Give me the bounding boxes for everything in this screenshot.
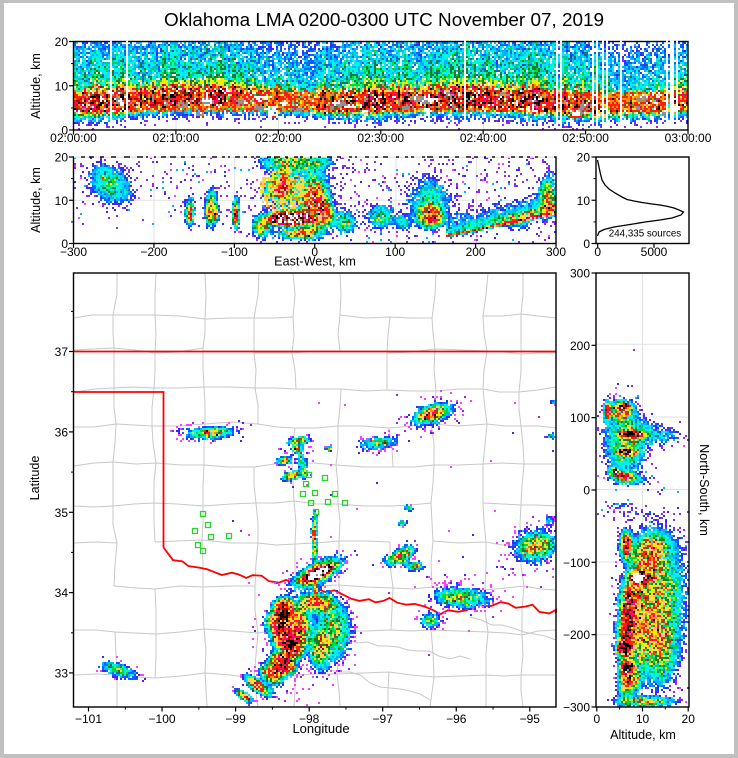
svg-text:−100: −100 [149,712,176,726]
svg-text:Oklahoma LMA 0200-0300 UTC Nov: Oklahoma LMA 0200-0300 UTC November 07, … [164,10,604,31]
svg-text:10: 10 [577,194,591,208]
svg-text:0: 0 [583,237,590,251]
svg-text:−98: −98 [299,712,320,726]
svg-text:02:20:00: 02:20:00 [255,131,302,145]
svg-text:20: 20 [682,712,696,726]
svg-text:0: 0 [594,245,601,259]
svg-text:−100: −100 [563,556,590,570]
svg-text:−200: −200 [140,245,167,259]
svg-text:36: 36 [55,425,69,439]
svg-text:300: 300 [546,245,566,259]
svg-text:10: 10 [55,79,69,93]
svg-text:Latitude: Latitude [28,456,42,501]
svg-text:Altitude, km: Altitude, km [29,167,43,233]
svg-text:02:50:00: 02:50:00 [562,131,609,145]
svg-text:20: 20 [55,151,69,165]
svg-text:0: 0 [583,483,590,497]
svg-text:100: 100 [385,245,405,259]
svg-text:Altitude, km: Altitude, km [610,728,676,742]
svg-text:33: 33 [55,666,69,680]
svg-text:0: 0 [593,712,600,726]
svg-text:10: 10 [55,194,69,208]
svg-text:100: 100 [570,411,590,425]
svg-text:−200: −200 [563,628,590,642]
svg-text:0: 0 [61,124,68,138]
svg-text:37: 37 [55,345,69,359]
svg-text:02:30:00: 02:30:00 [357,131,404,145]
svg-text:5000: 5000 [641,245,668,259]
svg-text:−101: −101 [75,712,102,726]
svg-text:200: 200 [570,339,590,353]
svg-text:East-West, km: East-West, km [274,255,356,269]
svg-text:Longitude: Longitude [292,721,349,736]
svg-text:10: 10 [636,712,650,726]
svg-text:244,335 sources: 244,335 sources [609,229,682,240]
svg-text:02:40:00: 02:40:00 [460,131,507,145]
svg-text:−97: −97 [373,712,394,726]
svg-text:0: 0 [311,245,318,259]
svg-text:−300: −300 [60,245,87,259]
svg-text:02:00:00: 02:00:00 [50,131,97,145]
svg-text:−300: −300 [563,700,590,714]
svg-text:−100: −100 [221,245,248,259]
svg-text:300: 300 [570,267,590,281]
svg-text:200: 200 [466,245,486,259]
svg-text:−99: −99 [225,712,246,726]
svg-text:0: 0 [61,237,68,251]
svg-text:03:00:00: 03:00:00 [665,131,712,145]
svg-text:−95: −95 [520,712,541,726]
svg-text:20: 20 [577,151,591,165]
svg-text:−96: −96 [446,712,467,726]
svg-text:Altitude, km: Altitude, km [29,53,43,119]
svg-text:20: 20 [55,35,69,49]
svg-text:02:10:00: 02:10:00 [153,131,200,145]
svg-text:34: 34 [55,586,69,600]
svg-text:North-South, km: North-South, km [697,444,711,536]
svg-text:35: 35 [55,506,69,520]
